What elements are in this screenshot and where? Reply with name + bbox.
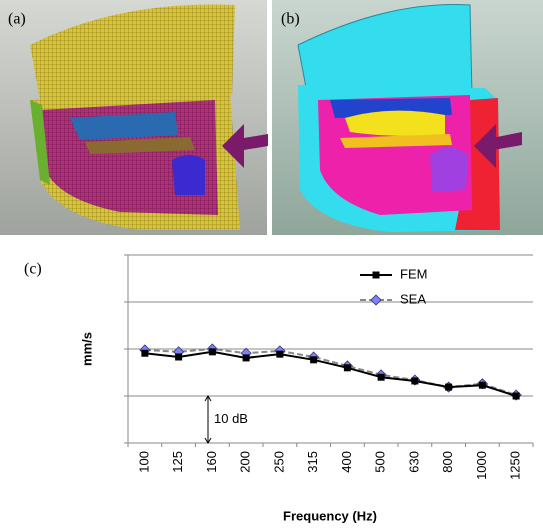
x-tick-label: 200 xyxy=(238,451,253,473)
x-axis-title: Frequency (Hz) xyxy=(283,508,377,523)
image-b: (b) xyxy=(272,0,543,235)
chart: 100 125 160 200 250 315 400 500 630 800 1000 1250 Fr… xyxy=(79,255,533,523)
panel-label: (b) xyxy=(281,11,300,28)
series-line xyxy=(145,352,516,396)
x-tick-label: 500 xyxy=(373,451,388,473)
marker xyxy=(209,348,216,355)
x-tick-label: 315 xyxy=(305,451,320,473)
x-tick-label: 630 xyxy=(406,451,421,473)
x-tick-label: 1000 xyxy=(474,451,489,480)
marker xyxy=(175,353,182,360)
marker xyxy=(378,374,385,381)
x-tick-label: 1250 xyxy=(508,451,523,480)
series-line xyxy=(145,349,516,395)
legend-label: FEM xyxy=(400,266,427,281)
figure: (a) (b) (c) 100 125 160 200 250 315 400 500 630 8… xyxy=(0,0,543,527)
marker xyxy=(373,272,380,279)
marker xyxy=(344,364,351,371)
x-tick-label: 400 xyxy=(339,451,354,473)
marker xyxy=(141,350,148,357)
y-axis-title: mm/s xyxy=(79,332,94,366)
marker xyxy=(513,393,520,400)
x-tick-label: 100 xyxy=(136,451,151,473)
panel-label: (c) xyxy=(24,261,42,278)
x-tick-label: 250 xyxy=(271,451,286,473)
annotation-arrow xyxy=(205,396,211,443)
marker xyxy=(479,382,486,389)
x-tick-label: 800 xyxy=(440,451,455,473)
x-tick-label: 160 xyxy=(204,451,219,473)
marker xyxy=(371,295,381,305)
marker xyxy=(276,351,283,358)
image-a: (a) xyxy=(0,0,268,235)
marker xyxy=(310,356,317,363)
x-tick-label: 125 xyxy=(170,451,185,473)
legend-label: SEA xyxy=(400,291,426,306)
marker xyxy=(411,377,418,384)
marker xyxy=(445,384,452,391)
annotation: 10 dB xyxy=(214,411,248,426)
marker xyxy=(243,354,250,361)
panel-label: (a) xyxy=(8,11,26,28)
